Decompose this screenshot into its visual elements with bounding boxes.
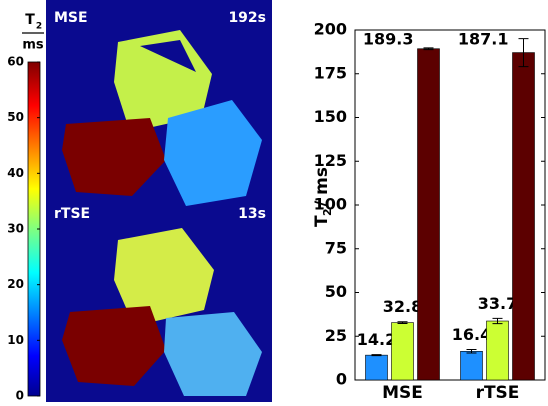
image-time: 13s	[238, 206, 266, 222]
y-tick-label: 125	[314, 151, 347, 170]
value-label: 33.7	[478, 294, 517, 313]
y-tick-label: 50	[325, 282, 347, 301]
y-tick-label: 175	[314, 63, 347, 82]
image-time: 192s	[228, 10, 266, 26]
value-label: 32.8	[383, 297, 422, 316]
bar	[418, 49, 440, 380]
figure: T 2 ms MSE 192s rTSE 13s T 2 / ms 010203…	[0, 0, 548, 402]
value-label: 189.3	[363, 30, 414, 49]
y-tick-label: 60	[7, 55, 24, 69]
bar	[366, 355, 388, 380]
y-tick-label: 150	[314, 107, 347, 126]
bar	[461, 351, 483, 380]
y-tick-label: 40	[7, 166, 24, 180]
y-tick-label: 30	[7, 222, 24, 236]
bar	[513, 53, 535, 380]
image-panel: MSE 192s rTSE 13s	[46, 0, 272, 402]
y-tick-label: 20	[7, 277, 24, 291]
x-tick-label: MSE	[382, 383, 423, 402]
bar	[487, 321, 509, 380]
y-tick-label: 25	[325, 326, 347, 345]
y-tick-label: 50	[7, 110, 24, 124]
value-label: 16.4	[452, 325, 491, 344]
y-tick-label: 75	[325, 238, 347, 257]
image-label: rTSE	[54, 206, 90, 222]
y-tick-label: 0	[336, 370, 347, 389]
colorbar-unit: ms	[22, 38, 44, 53]
bar	[392, 323, 414, 380]
image-label: MSE	[54, 10, 88, 26]
x-tick-label: rTSE	[476, 383, 520, 402]
y-tick-label: 0	[16, 389, 24, 403]
y-tick-label: 200	[314, 20, 347, 39]
y-tick-label: 100	[314, 195, 347, 214]
value-label: 187.1	[458, 30, 509, 49]
colorbar-label: T	[25, 12, 35, 28]
colorbar-label-sub: 2	[36, 22, 42, 32]
y-tick-label: 10	[7, 333, 24, 347]
value-label: 14.2	[357, 330, 396, 349]
